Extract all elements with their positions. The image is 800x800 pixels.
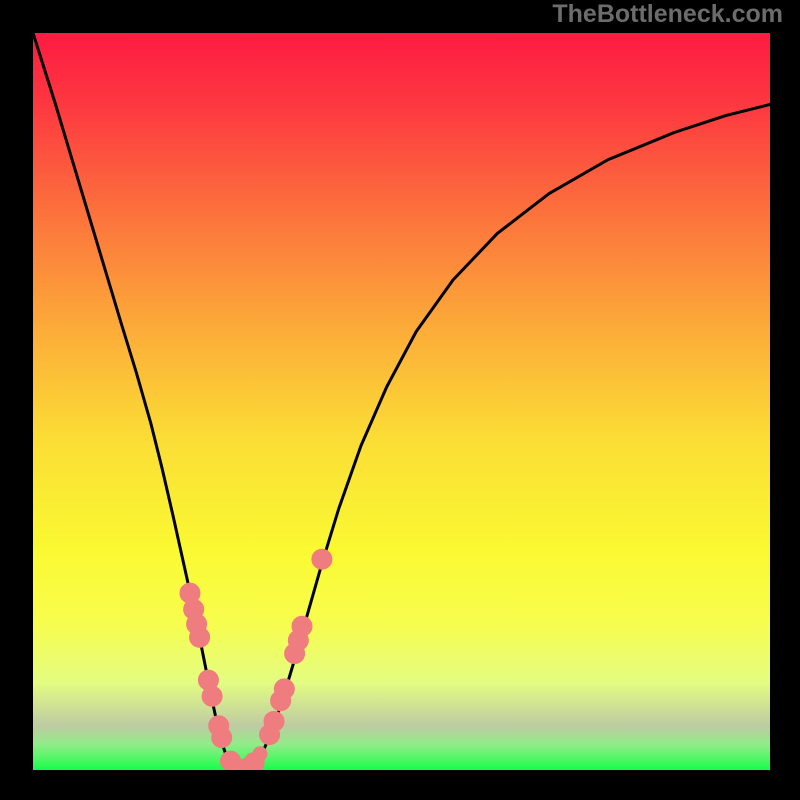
data-marker (212, 728, 232, 748)
data-marker (292, 616, 312, 636)
plot-area (33, 33, 770, 780)
data-marker (253, 747, 267, 761)
chart-svg: TheBottleneck.com (0, 0, 800, 800)
data-marker (264, 711, 284, 731)
data-marker (312, 549, 332, 569)
data-marker (190, 627, 210, 647)
watermark-text: TheBottleneck.com (552, 0, 783, 28)
data-marker (202, 686, 222, 706)
data-marker (274, 679, 294, 699)
